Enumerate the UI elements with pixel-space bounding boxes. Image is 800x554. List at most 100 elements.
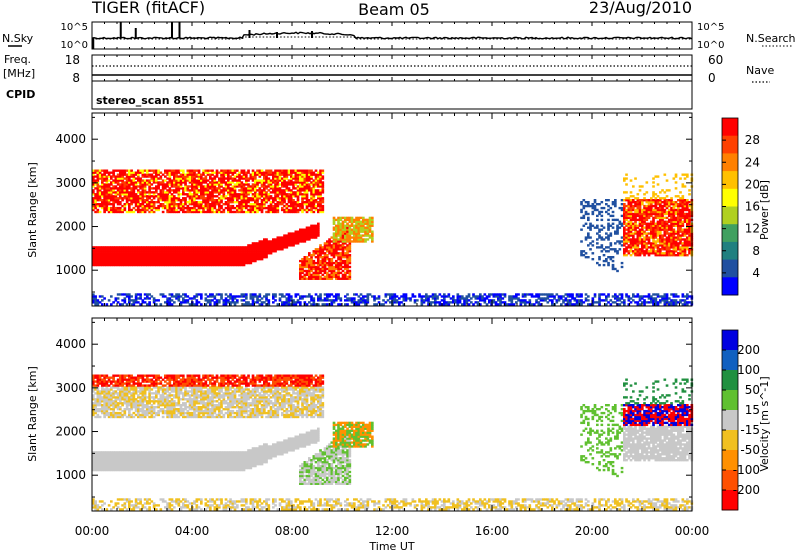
power-cell [179,185,183,188]
power-cell [245,201,248,204]
power-cell [339,234,343,237]
power-cell [155,263,158,267]
power-cell [303,183,307,186]
power-cell [616,250,619,253]
power-cell [258,181,262,184]
power-cell [366,301,370,304]
power-cell [123,299,127,302]
power-cell [321,256,325,259]
power-cell [362,222,365,225]
power-cell [200,256,203,259]
power-cell [344,267,347,271]
power-cell [589,224,592,227]
power-cell [537,293,541,296]
power-cell [139,185,142,188]
power-cell [308,232,311,235]
power-cell [168,293,172,296]
power-cell [616,240,619,243]
power-cell [157,208,160,212]
power-cell [265,181,268,184]
power-cell [620,206,624,210]
power-cell [267,206,271,210]
power-cell [188,258,192,261]
power-cell [195,256,199,259]
power-cell [456,297,460,300]
power-cell [503,295,507,298]
power-cell [299,193,302,196]
power-cell [125,193,129,196]
power-cell [620,224,624,227]
power-cell [132,183,136,186]
power-cell [119,173,122,176]
power-cell [598,297,601,300]
beam-label: Beam 05 [358,0,430,19]
power-cell [137,195,140,198]
power-cell [206,263,210,267]
power-cell [267,248,271,251]
power-cell [641,248,644,251]
power-cell [224,181,228,184]
power-cell [476,297,480,300]
power-cell [152,171,156,174]
power-cell [310,171,313,174]
power-cell [177,181,181,184]
power-cell [132,189,136,192]
power-cell [168,197,172,200]
power-cell [175,250,178,253]
power-cell [236,254,239,257]
power-cell [152,252,156,255]
power-cell [292,240,295,243]
power-cell [152,177,156,180]
power-cell [290,210,293,214]
power-cell [195,208,199,212]
power-cell [125,185,129,188]
power-cell [132,179,136,182]
power-cell [150,173,154,176]
power-cell [373,297,376,300]
power-cell [326,242,329,245]
power-cell [317,208,320,212]
power-cell [96,246,100,249]
power-cell [224,303,228,306]
power-cell [335,238,338,241]
power-cell [166,189,169,192]
power-cell [265,175,268,178]
power-cell [301,265,304,269]
power-cell [215,171,219,174]
power-cell [245,256,248,259]
power-cell [647,295,651,298]
power-cell [636,206,640,210]
power-cell [107,203,111,206]
power-cell [157,259,160,263]
power-cell [362,297,365,300]
power-cell [166,183,169,186]
power-cell [247,201,250,204]
power-cell [204,299,208,302]
power-cell [258,240,262,243]
power-cell [314,179,318,182]
power-cell [499,299,502,302]
power-cell [161,248,165,251]
power-cell [312,189,316,192]
power-cell [186,173,190,176]
power-cell [121,258,124,261]
power-cell [647,204,651,208]
power-cell [186,252,190,255]
power-cell [620,261,624,265]
power-cell [337,295,340,298]
power-cell [256,208,259,212]
power-cell [188,263,192,267]
power-cell [510,295,514,298]
power-cell [641,228,644,231]
power-cell [101,256,104,259]
power-cell [175,181,178,184]
power-cell [146,252,149,255]
power-cell [623,179,626,182]
power-cell [130,191,133,194]
power-cell [328,252,331,255]
power-cell [103,171,106,174]
power-cell [164,197,167,200]
power-cell [227,252,230,255]
power-cell [323,252,327,255]
power-cell [265,201,268,204]
